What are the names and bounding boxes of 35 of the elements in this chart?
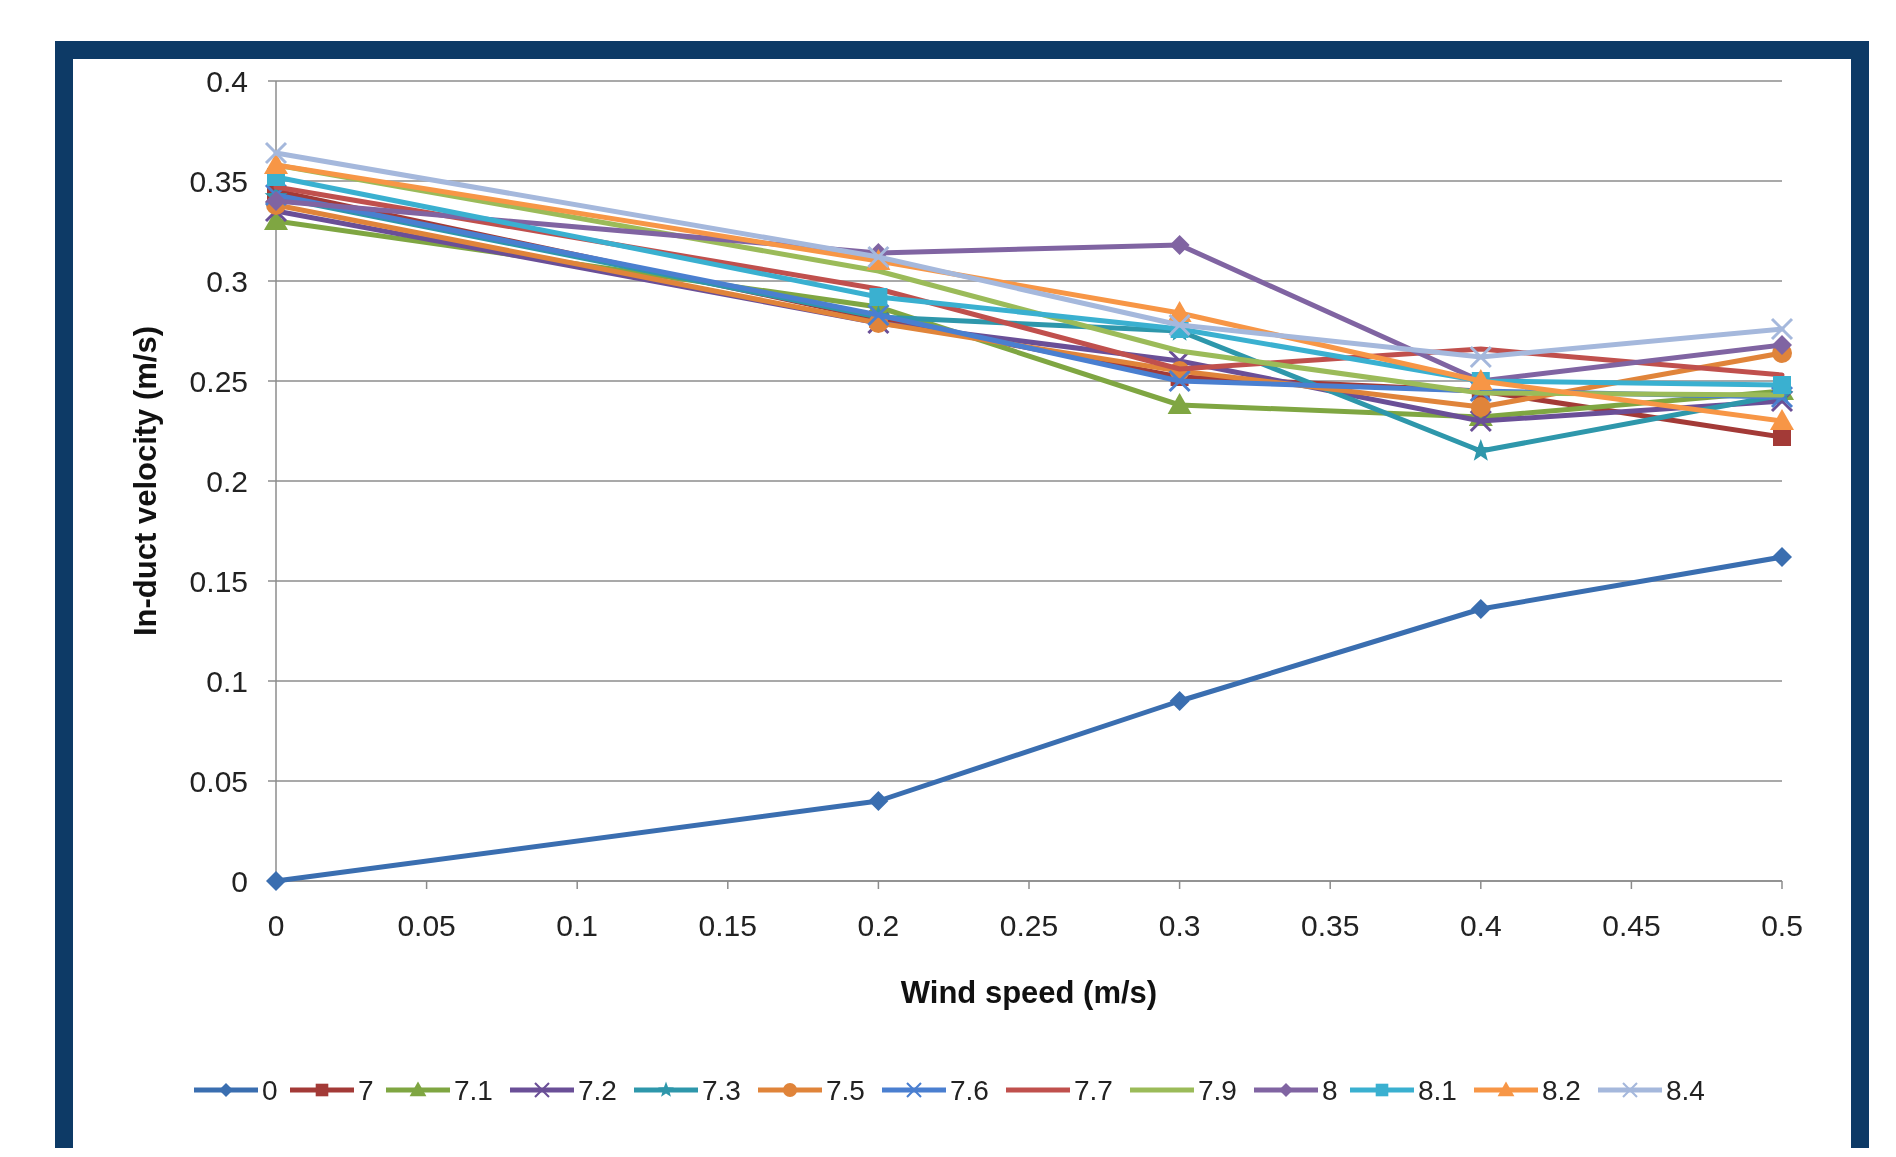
- y-tick-label: 0.2: [206, 464, 248, 498]
- x-tick-label: 0.05: [397, 909, 456, 942]
- legend-label: 7.3: [702, 1074, 741, 1106]
- legend-label: 7.5: [826, 1074, 865, 1106]
- legend-label: 7.9: [1198, 1074, 1237, 1106]
- y-tick-label: 0.3: [206, 264, 248, 298]
- legend-label: 7.2: [578, 1074, 617, 1106]
- y-tick-label: 0.4: [206, 64, 248, 98]
- legend-label: 7.1: [454, 1074, 493, 1106]
- x-tick-label: 0.2: [857, 909, 900, 942]
- x-tick-label: 0.45: [1602, 909, 1661, 942]
- legend-label: 8.1: [1418, 1074, 1457, 1106]
- y-tick-label: 0.05: [189, 764, 248, 798]
- x-tick-label: 0.15: [698, 909, 757, 942]
- y-tick-label: 0: [231, 864, 248, 898]
- legend-label: 0: [262, 1074, 278, 1106]
- x-tick-label: 0.25: [999, 909, 1059, 942]
- y-tick-label: 0.15: [189, 564, 248, 598]
- legend-label: 8.4: [1666, 1074, 1705, 1106]
- x-tick-label: 0.5: [1761, 909, 1803, 942]
- legend-label: 7.6: [950, 1074, 989, 1106]
- y-tick-label: 0.1: [206, 664, 248, 698]
- x-tick-label: 0.1: [556, 909, 599, 942]
- legend-label: 8: [1322, 1074, 1338, 1106]
- legend-label: 7: [358, 1074, 374, 1106]
- legend-label: 8.2: [1542, 1074, 1581, 1106]
- legend-label: 7.7: [1074, 1074, 1113, 1106]
- x-tick-label: 0.35: [1301, 909, 1360, 942]
- y-axis-title: In-duct velocity (m/s): [128, 325, 163, 637]
- x-tick-label: 0.3: [1158, 909, 1201, 942]
- x-axis-title: Wind speed (m/s): [900, 975, 1158, 1010]
- y-tick-label: 0.25: [189, 364, 248, 398]
- y-tick-label: 0.35: [189, 164, 248, 198]
- x-tick-label: 0: [267, 909, 285, 942]
- x-tick-label: 0.4: [1459, 909, 1502, 942]
